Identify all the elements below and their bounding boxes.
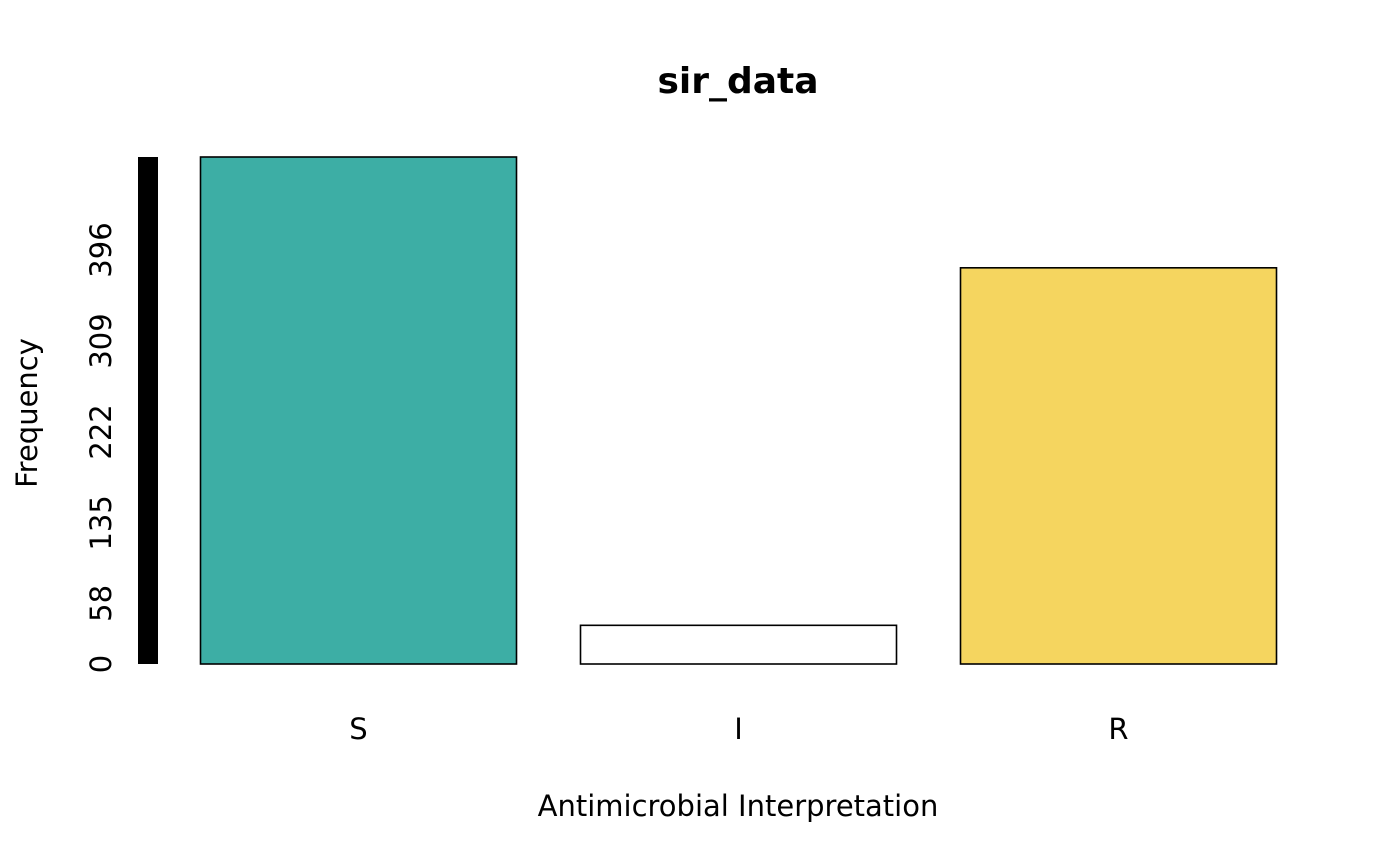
- y-tick-label: 135: [84, 495, 118, 550]
- y-tick-label: 0: [84, 655, 118, 673]
- y-axis-label: Frequency: [10, 338, 44, 488]
- bar-i: [579, 624, 898, 665]
- y-axis-bar: [138, 157, 158, 664]
- y-tick-label: 58: [84, 585, 118, 622]
- y-tick-label: 222: [84, 404, 118, 459]
- y-tick-label: 396: [84, 222, 118, 277]
- bar-r: [959, 267, 1278, 665]
- chart-title: sir_data: [657, 61, 818, 102]
- x-axis-label: Antimicrobial Interpretation: [538, 789, 939, 823]
- x-category-label: I: [734, 712, 743, 746]
- bars: [199, 156, 1278, 665]
- bar-s: [199, 156, 518, 665]
- y-axis-ticks: 0 58 135 222 309 396: [84, 222, 118, 673]
- x-category-label: R: [1108, 712, 1128, 746]
- x-category-label: S: [349, 712, 367, 746]
- y-tick-label: 309: [84, 313, 118, 368]
